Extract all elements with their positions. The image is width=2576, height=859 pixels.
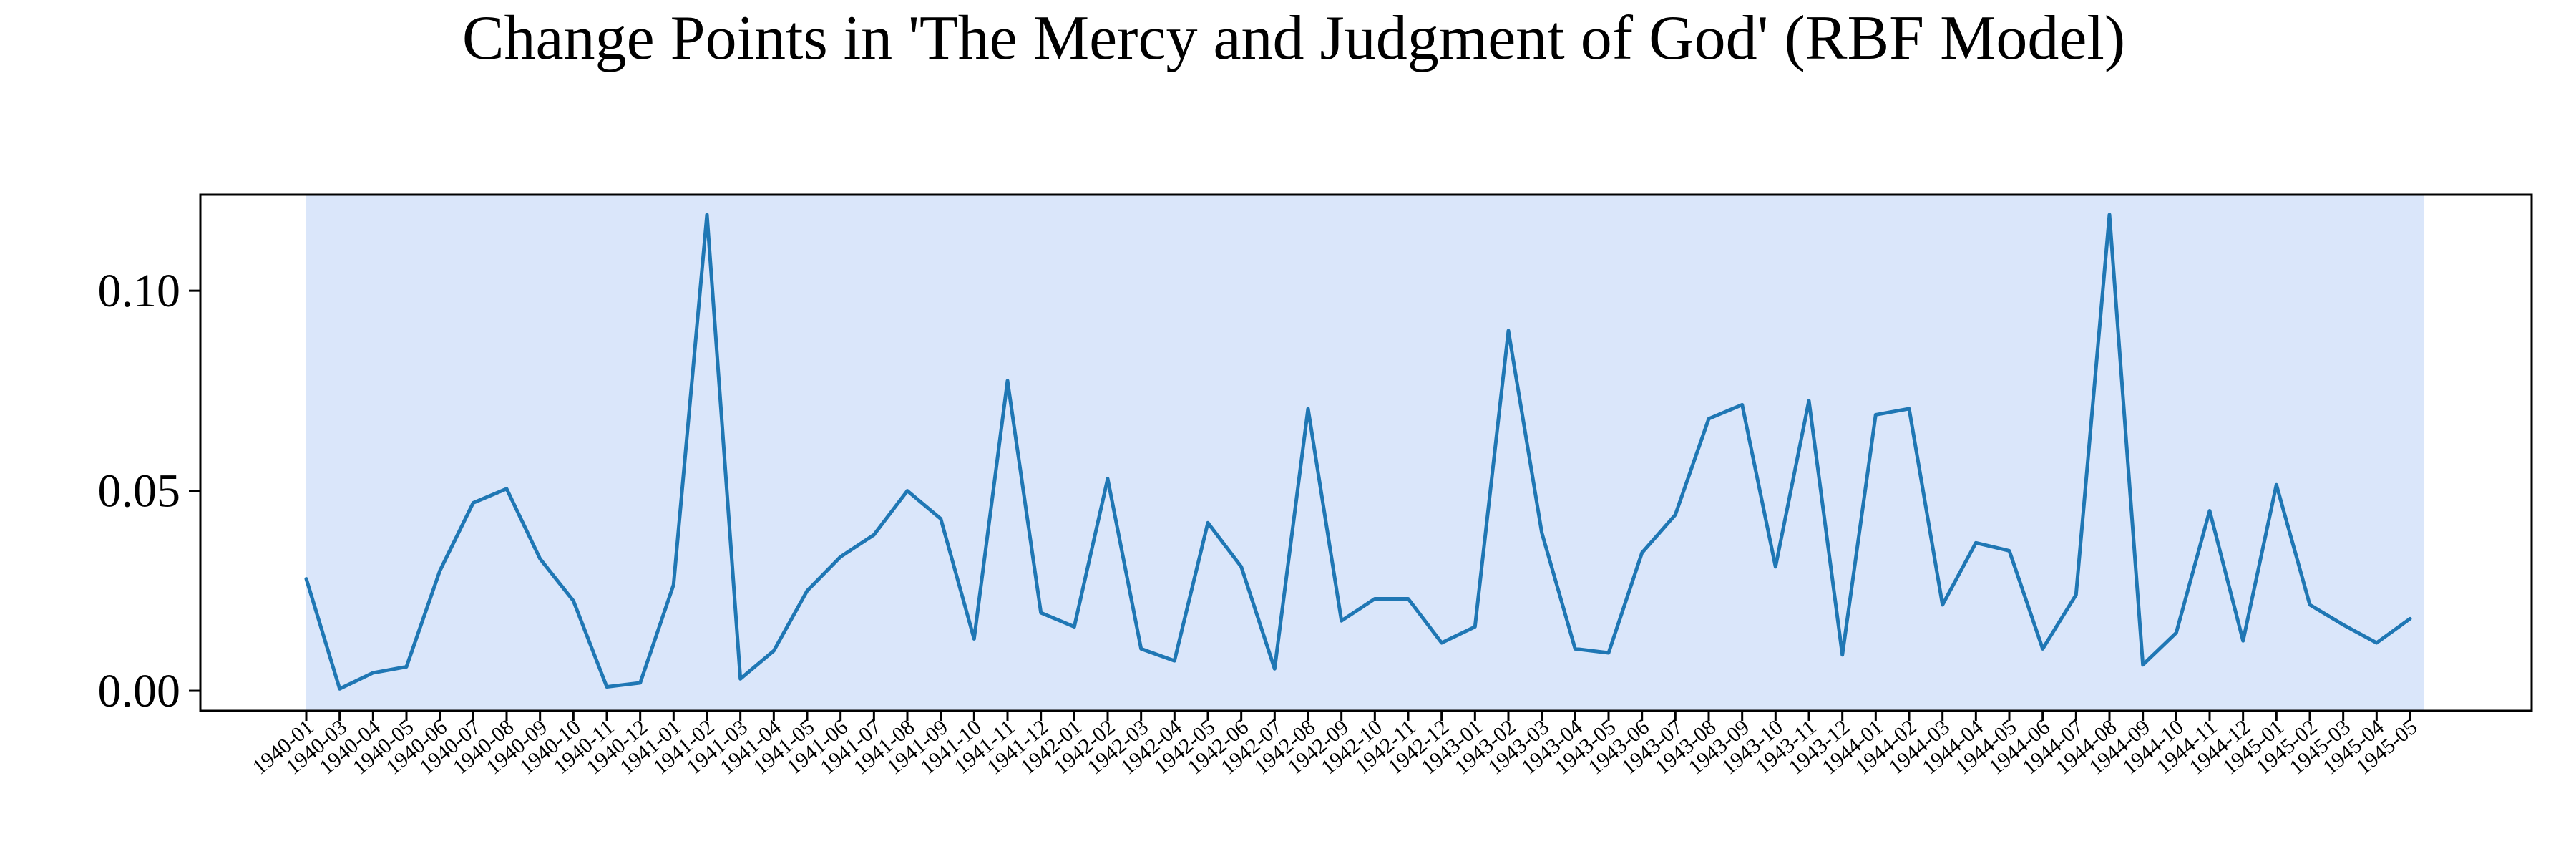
shaded-region [306, 195, 2424, 711]
plot-frame [199, 193, 2533, 712]
series-line [304, 213, 2412, 691]
y-axis: 0.00 0.05 0.10 [98, 265, 200, 717]
y-tick-label: 0.00 [98, 665, 181, 717]
x-axis: 1940-011940-031940-041940-051940-061940-… [248, 711, 2421, 780]
chart-title: Change Points in 'The Mercy and Judgment… [462, 4, 2125, 73]
y-tick-label: 0.05 [98, 465, 181, 518]
y-tick-label: 0.10 [98, 265, 181, 317]
